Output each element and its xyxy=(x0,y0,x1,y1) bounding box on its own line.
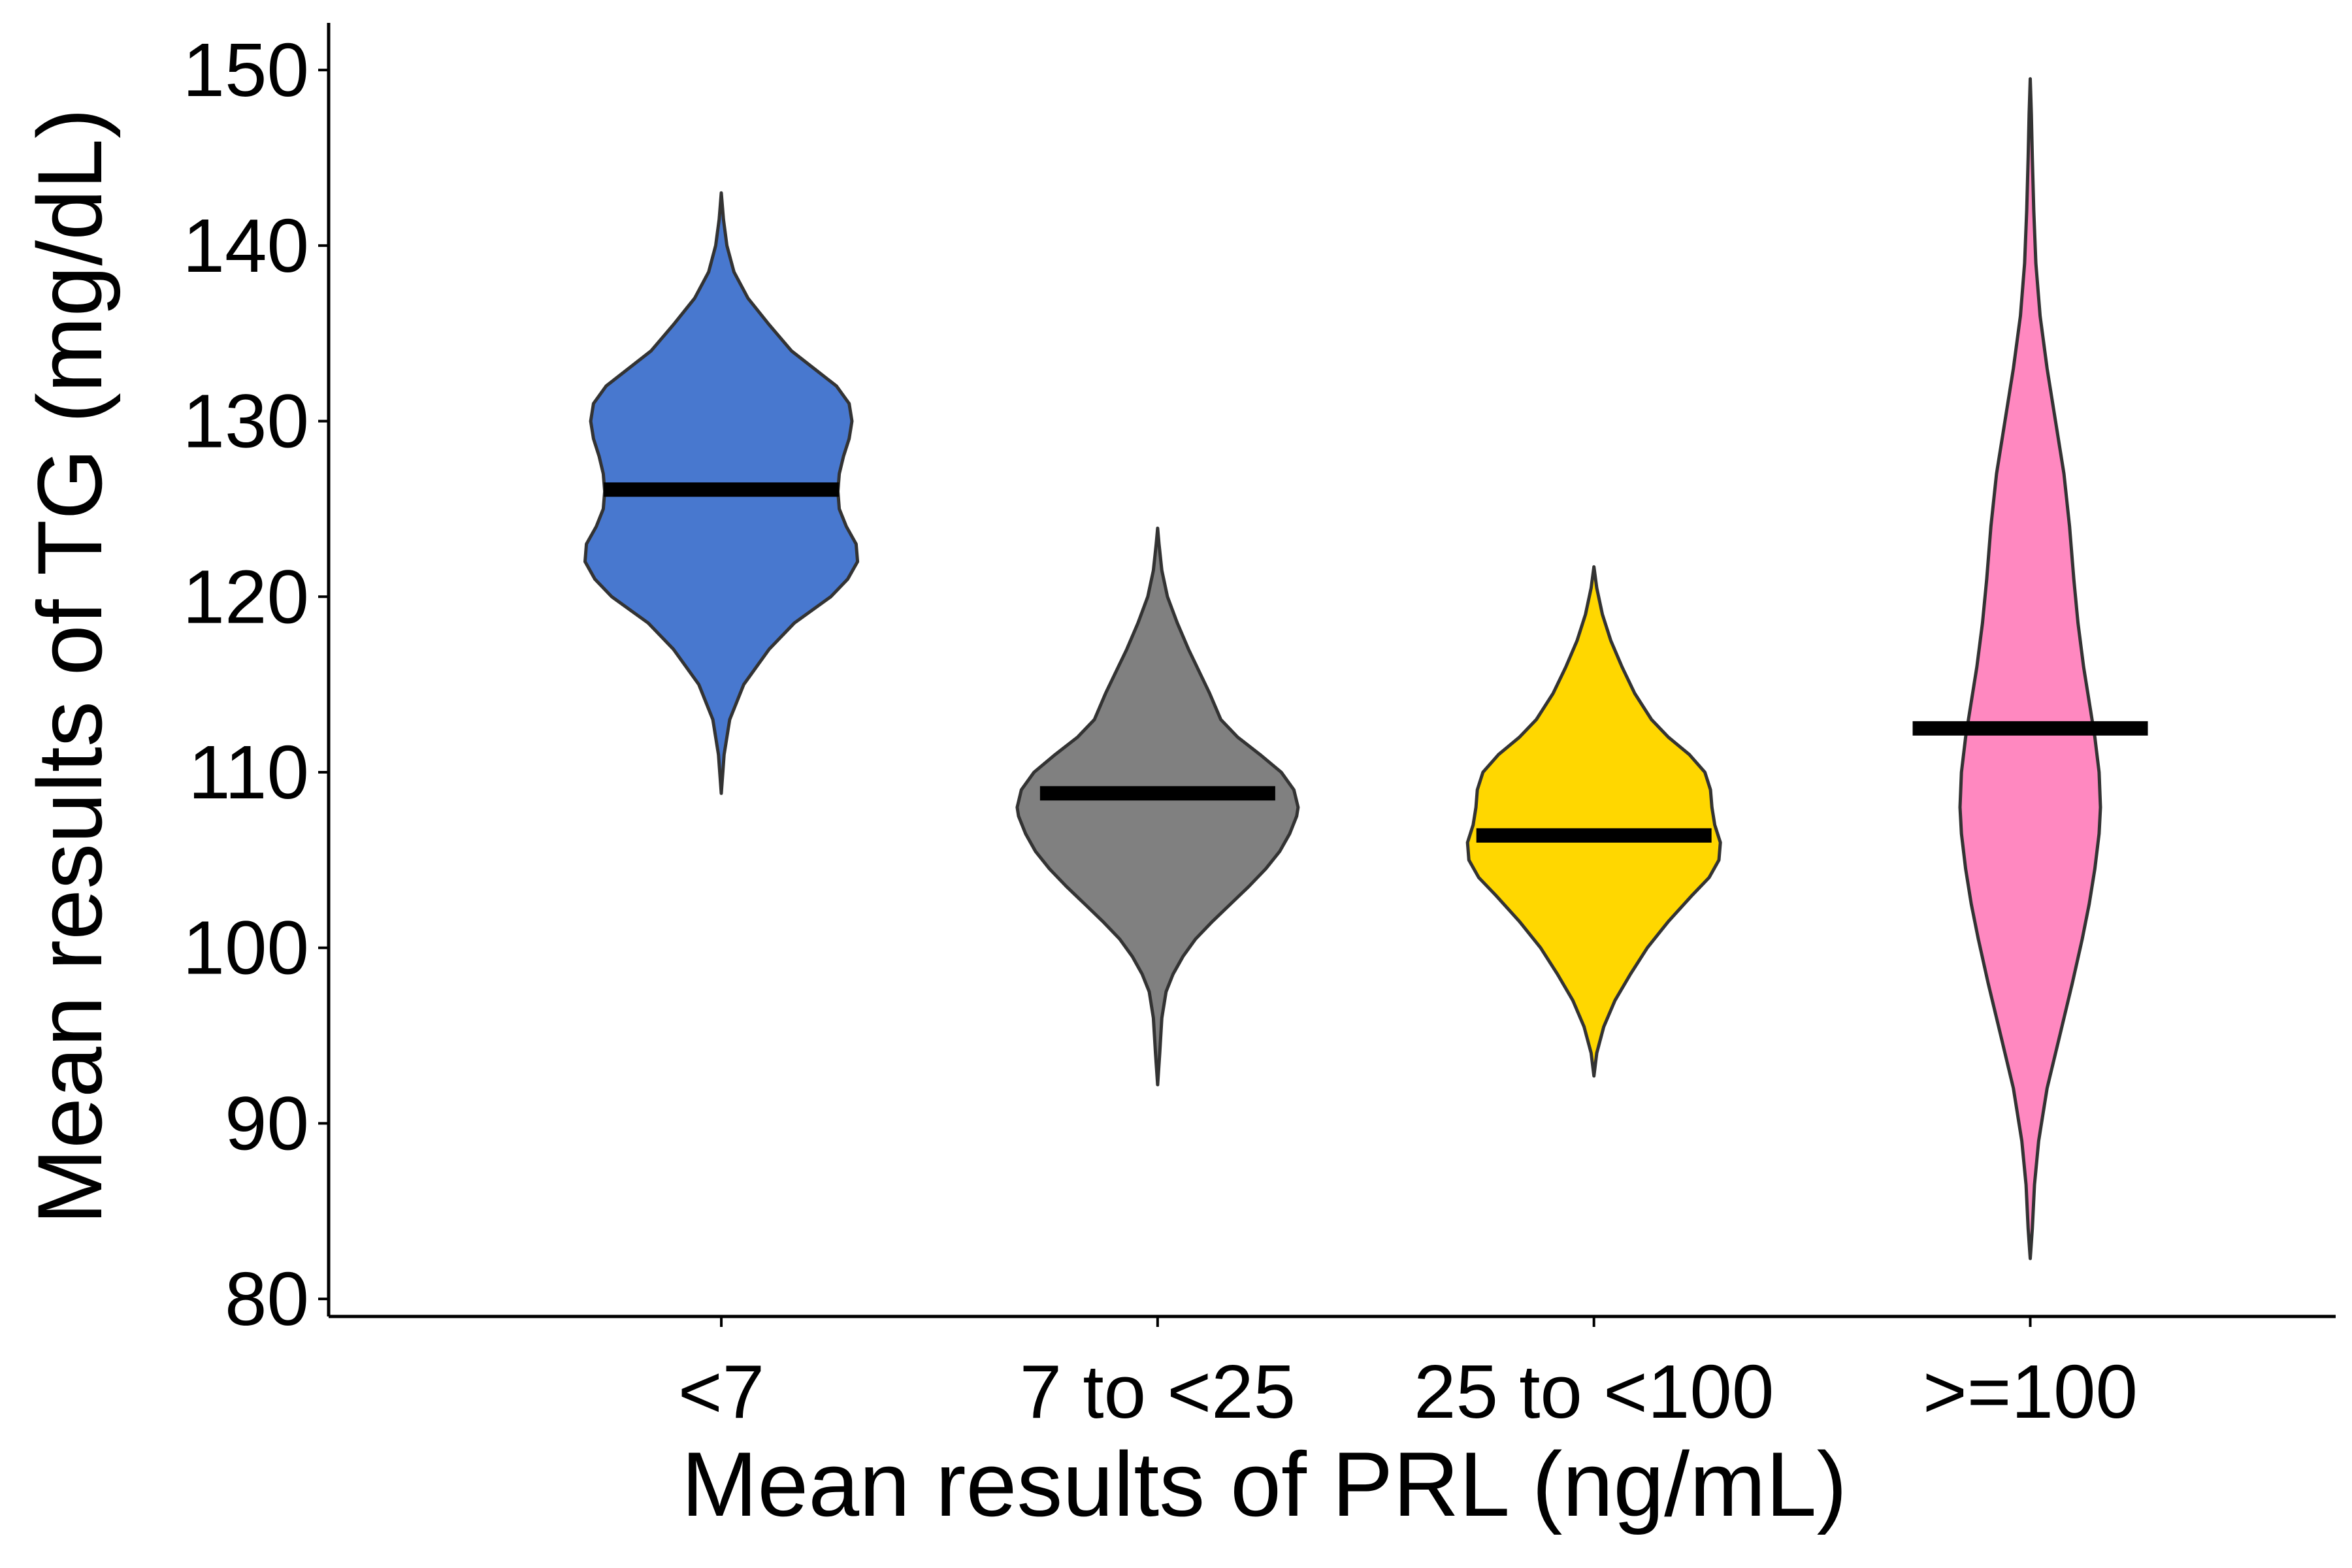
violin-4 xyxy=(1958,77,2102,1260)
violin-layer xyxy=(583,77,2148,1260)
y-tick-label: 140 xyxy=(182,203,309,288)
y-tick-label: 80 xyxy=(225,1256,309,1341)
x-axis-title: Mean results of PRL (ng/mL) xyxy=(681,1433,1847,1535)
x-tick-label: <7 xyxy=(678,1349,764,1434)
x-tick-label: 7 to <25 xyxy=(1020,1349,1296,1434)
y-tick-label: 110 xyxy=(188,730,309,815)
x-tick-label: 25 to <100 xyxy=(1414,1349,1774,1434)
x-tick-label: >=100 xyxy=(1923,1349,2138,1434)
y-axis-title: Mean results of TG (mg/dL) xyxy=(18,108,121,1224)
x-axis: <7 7 to <25 25 to <100 >=100 xyxy=(329,1315,2336,1434)
y-tick-label: 100 xyxy=(182,906,309,990)
y-axis: 80 90 100 110 120 130 140 150 xyxy=(182,23,331,1341)
y-tick-label: 90 xyxy=(225,1081,309,1166)
y-tick-label: 130 xyxy=(182,379,309,464)
y-tick-label: 120 xyxy=(182,554,309,639)
violin-3 xyxy=(1465,565,1722,1078)
violin-2 xyxy=(1015,527,1300,1086)
y-tick-label: 150 xyxy=(182,27,309,112)
